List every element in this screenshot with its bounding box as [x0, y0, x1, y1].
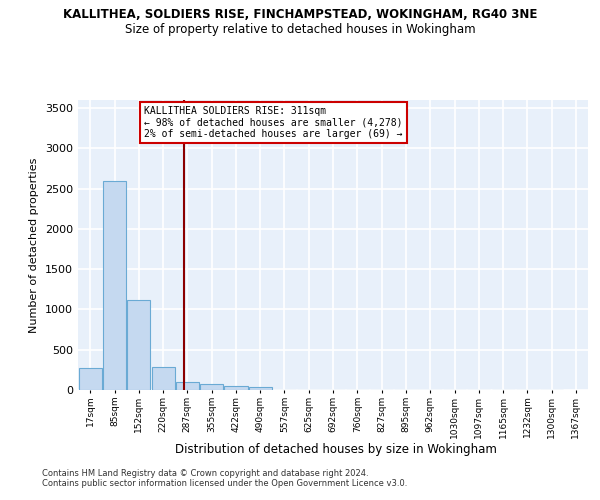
Bar: [224, 386, 248, 390]
Y-axis label: Number of detached properties: Number of detached properties: [29, 158, 40, 332]
Bar: [176, 382, 199, 390]
Text: KALLITHEA SOLDIERS RISE: 311sqm
← 98% of detached houses are smaller (4,278)
2% : KALLITHEA SOLDIERS RISE: 311sqm ← 98% of…: [145, 106, 403, 139]
Text: Contains public sector information licensed under the Open Government Licence v3: Contains public sector information licen…: [42, 478, 407, 488]
Text: Contains HM Land Registry data © Crown copyright and database right 2024.: Contains HM Land Registry data © Crown c…: [42, 468, 368, 477]
Text: Size of property relative to detached houses in Wokingham: Size of property relative to detached ho…: [125, 22, 475, 36]
Bar: [127, 300, 151, 390]
Bar: [152, 368, 175, 390]
Text: Distribution of detached houses by size in Wokingham: Distribution of detached houses by size …: [175, 442, 497, 456]
Bar: [79, 368, 102, 390]
Text: KALLITHEA, SOLDIERS RISE, FINCHAMPSTEAD, WOKINGHAM, RG40 3NE: KALLITHEA, SOLDIERS RISE, FINCHAMPSTEAD,…: [63, 8, 537, 20]
Bar: [249, 387, 272, 390]
Bar: [103, 180, 127, 390]
Bar: [200, 384, 223, 390]
